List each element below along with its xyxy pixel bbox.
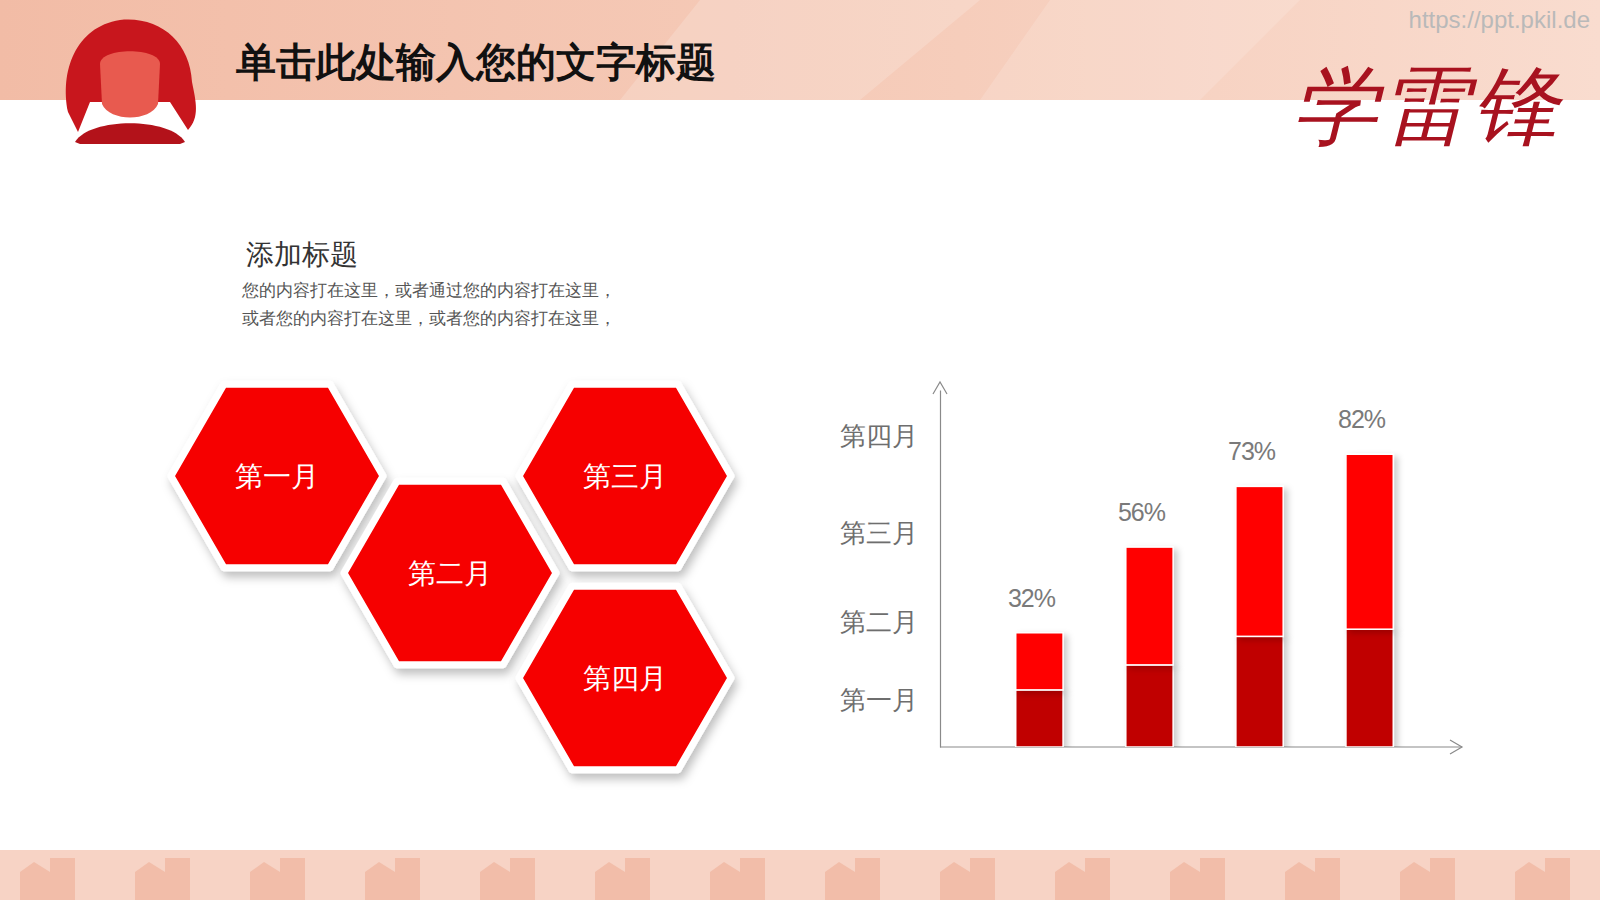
hexagon: 第二月 — [344, 481, 556, 665]
y-tick-label: 第四月 — [840, 421, 918, 451]
section-title: 添加标题 — [246, 239, 358, 270]
bar — [1126, 547, 1173, 665]
x-axis-arrow — [1450, 740, 1462, 754]
data-label: 56% — [1118, 498, 1166, 526]
portrait-body — [75, 123, 185, 144]
bar — [1346, 629, 1393, 747]
bar — [1346, 454, 1393, 629]
bar — [1016, 690, 1063, 747]
footer-silhouette — [1515, 858, 1570, 900]
footer-silhouette — [1055, 858, 1110, 900]
data-label: 82% — [1338, 405, 1386, 433]
hexagon-label: 第三月 — [583, 461, 667, 492]
y-axis-arrow — [933, 382, 947, 394]
bar — [1016, 633, 1063, 690]
portrait-hat — [66, 20, 196, 132]
y-axis-line — [940, 391, 941, 748]
footer-silhouette — [825, 858, 880, 900]
hexagon-label: 第二月 — [408, 558, 492, 589]
footer-silhouette — [940, 858, 995, 900]
hexagon-shape — [519, 586, 731, 770]
header-shape — [980, 0, 1300, 100]
bar-series — [1016, 629, 1394, 747]
watermark: https://ppt.pkil.de — [1409, 6, 1590, 33]
bar — [1236, 486, 1283, 636]
footer-silhouette — [710, 858, 765, 900]
footer-silhouette — [250, 858, 305, 900]
hexagon: 第四月 — [519, 586, 731, 770]
data-label: 73% — [1228, 437, 1276, 465]
footer-silhouette — [1400, 858, 1455, 900]
data-label: 32% — [1008, 584, 1056, 612]
footer-silhouettes — [20, 858, 1570, 900]
footer-silhouette — [1170, 858, 1225, 900]
y-tick-label: 第二月 — [840, 607, 918, 637]
hexagon-label: 第一月 — [235, 461, 319, 492]
bars — [1016, 454, 1394, 747]
hexagon-shape — [344, 481, 556, 665]
bar-series — [1016, 454, 1394, 690]
hexagon-shape — [171, 384, 383, 568]
footer-silhouette — [595, 858, 650, 900]
y-tick: 第四月 — [840, 421, 940, 451]
bar — [1236, 636, 1283, 747]
section-line: 或者您的内容打在这里，或者您的内容打在这里， — [242, 309, 616, 328]
footer-silhouette — [135, 858, 190, 900]
y-tick: 第一月 — [840, 685, 940, 715]
slide: 单击此处输入您的文字标题 https://ppt.pkil.de 学雷锋添加标题您的… — [0, 0, 1600, 900]
hexagon-label: 第四月 — [583, 663, 667, 694]
footer-silhouette — [20, 858, 75, 900]
slide-title: 单击此处输入您的文字标题 — [235, 40, 716, 84]
y-axis: 第一月 第二月 第三月 第四月 — [840, 391, 941, 748]
portrait-face — [100, 51, 160, 117]
portrait — [66, 20, 196, 144]
hexagon: 第一月 — [171, 384, 383, 568]
bar — [1126, 665, 1173, 747]
y-tick: 第二月 — [840, 607, 940, 637]
footer-silhouette — [480, 858, 535, 900]
footer-silhouette — [365, 858, 420, 900]
hexagon: 第三月 — [519, 384, 731, 568]
y-tick: 第三月 — [840, 518, 940, 548]
hexagon-shape — [519, 384, 731, 568]
y-tick-label: 第三月 — [840, 518, 918, 548]
hexagon-group: 第一月第二月 第三月第四月 — [171, 384, 731, 770]
data-labels: 32% 56% 73% 82% — [1008, 405, 1386, 612]
footer-band — [0, 850, 1600, 900]
section-line: 您的内容打在这里，或者通过您的内容打在这里， — [241, 281, 616, 300]
footer-silhouette — [1285, 858, 1340, 900]
brand: 学雷锋 — [1292, 59, 1564, 155]
y-tick-label: 第一月 — [840, 685, 918, 715]
